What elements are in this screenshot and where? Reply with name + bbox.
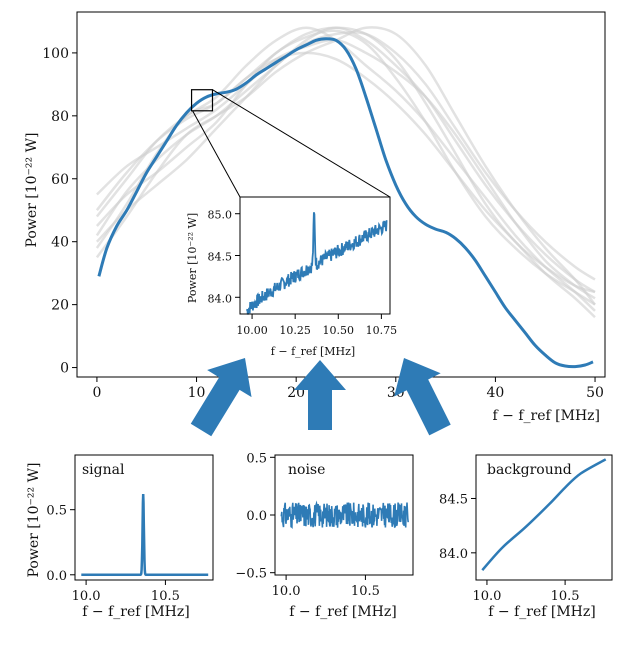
- main-xtick-label: 50: [586, 385, 604, 401]
- inset-y-label: Power [10⁻²² W]: [186, 213, 199, 303]
- noise-ytick-label: 0.0: [246, 509, 267, 524]
- inset-xtick-label: 10.50: [323, 324, 355, 337]
- background-xtick-label: 10.0: [472, 589, 501, 604]
- main-plot: 01020304050020406080100 Power [10⁻²² W] …: [24, 11, 606, 424]
- background-axes-frame: [475, 454, 613, 581]
- arrows: [190, 358, 451, 437]
- background-xtick-label: 10.5: [551, 589, 580, 604]
- main-axes-frame: [76, 11, 606, 378]
- background-spectrum: [95, 51, 596, 319]
- inset-xtick-label: 10.75: [366, 324, 398, 337]
- background-ytick-label: 84.0: [439, 547, 468, 562]
- main-ytick-label: 20: [51, 298, 69, 314]
- inset-spectrum-line: [246, 212, 388, 315]
- background-title: background: [487, 462, 572, 478]
- noise-ytick-label: 0.5: [246, 451, 267, 466]
- inset-xtick-label: 10.00: [236, 324, 268, 337]
- zoom-connector-right: [212, 89, 391, 198]
- inset-ticks: 10.00 10.25 10.50 10.75 84.0 84.5 85.0: [208, 209, 398, 337]
- main-y-label: Power [10⁻²² W]: [24, 133, 40, 248]
- main-ticks: 01020304050020406080100: [42, 46, 604, 401]
- noise-ticks: 10.0 10.5 −0.5 0.0 0.5: [235, 451, 379, 599]
- signal-ticks: 10.0 10.5 0.0 0.5: [46, 504, 180, 604]
- main-x-label: f − f_ref [MHz]: [493, 408, 600, 424]
- arrow-signal: [190, 358, 252, 437]
- signal-xtick-label: 10.5: [151, 589, 180, 604]
- noise-subplot: 10.0 10.5 −0.5 0.0 0.5 noise f − f_ref [MHz]: [235, 451, 414, 620]
- background-subplot: 10.0 10.5 84.0 84.5 background f − f_ref [M…: [439, 454, 613, 620]
- main-ytick-label: 80: [51, 109, 69, 125]
- main-ytick-label: 100: [42, 46, 69, 62]
- arrow-noise: [294, 360, 346, 430]
- zoom-box: [190, 89, 214, 112]
- main-xtick-label: 10: [188, 385, 206, 401]
- signal-xtick-label: 10.0: [72, 589, 101, 604]
- signal-ytick-label: 0.0: [46, 569, 67, 584]
- main-ytick-label: 40: [51, 235, 69, 251]
- background-spectrum: [95, 26, 596, 294]
- background-line: [481, 458, 607, 572]
- highlight-spectrum-line: [97, 37, 594, 369]
- arrow-background: [394, 358, 451, 436]
- inset-ytick-label: 85.0: [208, 209, 233, 222]
- background-spectrum: [95, 29, 596, 306]
- signal-x-label: f − f_ref [MHz]: [82, 604, 189, 620]
- signal-y-label: Power [10⁻²² W]: [26, 463, 42, 578]
- zoom-connector-left: [192, 110, 241, 198]
- background-ticks: 10.0 10.5 84.0 84.5: [439, 492, 580, 604]
- noise-ytick-label: −0.5: [235, 567, 267, 582]
- signal-title: signal: [82, 462, 125, 478]
- background-x-label: f − f_ref [MHz]: [488, 604, 595, 620]
- inset-xtick-label: 10.25: [279, 324, 311, 337]
- signal-axes-frame: [74, 454, 214, 581]
- signal-ytick-label: 0.5: [46, 504, 67, 519]
- signal-subplot: 10.0 10.5 0.0 0.5 signal f − f_ref [MHz] Po…: [26, 454, 214, 620]
- inset-plot: 10.00 10.25 10.50 10.75 84.0 84.5 85.0 Power […: [186, 196, 398, 358]
- signal-line: [81, 494, 209, 577]
- noise-title: noise: [288, 462, 325, 478]
- noise-xtick-label: 10.0: [272, 584, 301, 599]
- background-ytick-label: 84.5: [439, 492, 468, 507]
- inset-x-label: f − f_ref [MHz]: [271, 345, 355, 358]
- noise-xtick-label: 10.5: [351, 584, 380, 599]
- main-xtick-label: 40: [487, 385, 505, 401]
- main-ytick-label: 60: [51, 172, 69, 188]
- noise-x-label: f − f_ref [MHz]: [289, 604, 396, 620]
- inset-ytick-label: 84.0: [208, 292, 233, 305]
- main-xtick-label: 0: [92, 385, 101, 401]
- inset-ytick-label: 84.5: [208, 251, 233, 264]
- main-ytick-label: 0: [60, 361, 69, 377]
- noise-line: [280, 500, 409, 529]
